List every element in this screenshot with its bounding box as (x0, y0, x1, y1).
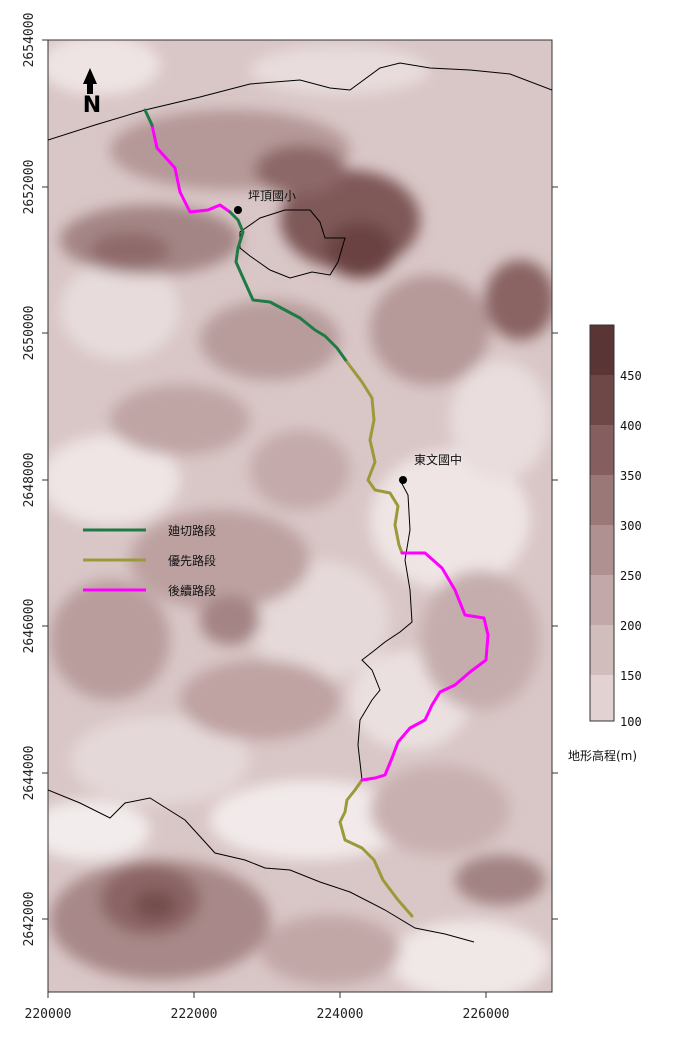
place-label-dongwen: 東文國中 (414, 452, 462, 467)
colorbar-band (590, 425, 614, 475)
x-tick-label: 220000 (25, 1007, 72, 1022)
boundary-lines (48, 62, 552, 943)
route-segment-green (143, 108, 349, 364)
route-segments (143, 108, 490, 918)
route-segment-olive (338, 360, 414, 918)
road-line (357, 479, 413, 781)
colorbar-band (590, 625, 614, 675)
colorbar-label: 400 (620, 419, 642, 433)
route-legend: 廸切路段 優先路段 後續路段 (83, 523, 216, 598)
colorbar-band (590, 525, 614, 575)
northern-boundary (48, 62, 552, 141)
colorbar-label: 250 (620, 569, 642, 583)
map-frame (47, 39, 553, 993)
y-tick-label: 2644000 (22, 746, 37, 801)
y-tick-label: 2652000 (22, 160, 37, 215)
colorbar-label: 300 (620, 519, 642, 533)
place-marker-dongwen (399, 476, 407, 484)
y-axis (42, 39, 558, 920)
place-marker-pingding (234, 206, 242, 214)
terrain-layer (48, 40, 552, 992)
y-tick-label: 2642000 (22, 892, 37, 947)
x-tick-label: 226000 (463, 1007, 510, 1022)
places: 坪頂國小 東文國中 (234, 189, 462, 484)
legend-label-olive: 優先路段 (168, 553, 216, 568)
colorbar-title: 地形高程(m) (568, 748, 637, 763)
x-axis (47, 992, 487, 998)
admin-boundary-line (239, 209, 346, 279)
north-arrow: N (83, 68, 101, 118)
colorbar-label: 200 (620, 619, 642, 633)
colorbar-band (590, 475, 614, 525)
x-tick-label: 222000 (171, 1007, 218, 1022)
legend-label-green: 廸切路段 (168, 523, 216, 538)
route-follow-north (150, 123, 232, 214)
southern-boundary (48, 789, 475, 943)
north-arrow-icon (83, 68, 97, 94)
colorbar-label: 100 (620, 715, 642, 729)
legend-label-magenta: 後續路段 (168, 583, 216, 598)
y-tick-label: 2654000 (22, 13, 37, 68)
north-label: N (83, 93, 101, 118)
y-tick-label: 2650000 (22, 306, 37, 361)
elevation-colorbar: 450 400 350 300 250 200 150 100 地形高程(m) (568, 324, 642, 763)
x-tick-label: 224000 (317, 1007, 364, 1022)
colorbar-label: 450 (620, 369, 642, 383)
place-label-pingding: 坪頂國小 (248, 189, 296, 203)
colorbar-band (590, 375, 614, 425)
y-tick-label: 2648000 (22, 453, 37, 508)
y-tick-label: 2646000 (22, 599, 37, 654)
colorbar-label: 150 (620, 669, 642, 683)
route-follow-south (360, 551, 490, 782)
colorbar-label: 350 (620, 469, 642, 483)
colorbar-band (590, 325, 614, 375)
colorbar-band (590, 675, 614, 721)
colorbar-band (590, 575, 614, 625)
